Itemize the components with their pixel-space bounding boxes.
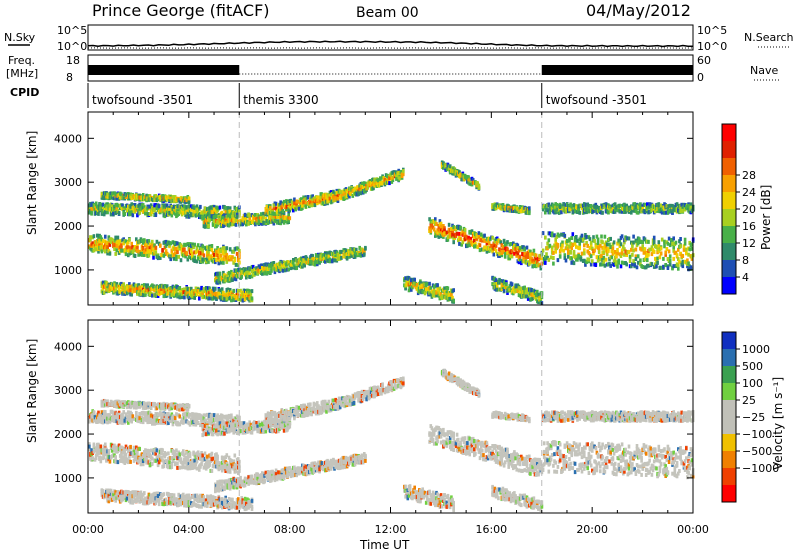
colorbar-swatch [722, 332, 736, 350]
y-tick-label: 3000 [54, 384, 82, 397]
y-tick-label: 2000 [54, 220, 82, 233]
colorbar-swatch [722, 468, 736, 486]
cpid-label: CPID [10, 86, 39, 99]
colorbar-swatch [722, 349, 736, 367]
colorbar-swatch [722, 124, 736, 142]
velocity-colorbar-label: Velocity [m s⁻¹] [771, 377, 785, 470]
y-tick-label: 3000 [54, 176, 82, 189]
colorbar-swatch [722, 451, 736, 469]
nsearch-tick-bottom: 10^0 [697, 40, 727, 53]
freq-block-1 [88, 65, 240, 75]
colorbar-swatch [722, 243, 736, 261]
x-tick-label: 00:00 [72, 523, 104, 536]
colorbar-tick-label: 12 [742, 237, 756, 250]
colorbar-swatch [722, 209, 736, 227]
colorbar-tick-label: −25 [742, 411, 765, 424]
x-tick-label: 04:00 [173, 523, 205, 536]
freq-label-1: Freq. [8, 54, 35, 67]
colorbar-swatch [722, 383, 736, 401]
colorbar-tick-label: −500 [742, 445, 772, 458]
power-echoes [88, 160, 695, 306]
power-ylabel: Slant Range [km] [25, 131, 39, 235]
cpid-segment-label: twofsound -3501 [92, 93, 193, 107]
x-axis-label: Time UT [359, 538, 410, 552]
velocity-panel: 1000 2000 3000 4000 Slant Range [km] 1000 50… [25, 319, 785, 552]
nsearch-label: N.Search [744, 31, 794, 44]
colorbar-swatch [722, 175, 736, 193]
y-tick-label: 4000 [54, 132, 82, 145]
freq-panel: Freq. [MHz] 18 8 60 0 Nave [6, 54, 780, 84]
colorbar-swatch [722, 485, 736, 503]
colorbar-swatch [722, 400, 736, 418]
nsky-label: N.Sky [4, 31, 36, 44]
colorbar-tick-label: 28 [742, 169, 756, 182]
y-tick-label: 1000 [54, 264, 82, 277]
colorbar-swatch [722, 158, 736, 176]
colorbar-swatch [722, 434, 736, 452]
freq-block-2 [541, 65, 693, 75]
colorbar-swatch [722, 192, 736, 210]
power-colorbar-label: Power [dB] [759, 185, 773, 250]
nsearch-tick-top: 10^5 [697, 24, 727, 37]
x-tick-label: 16:00 [475, 523, 507, 536]
x-tick-label: 08:00 [274, 523, 306, 536]
cpid-panel: CPID twofsound -3501 themis 3300 twofsound… [10, 83, 647, 108]
colorbar-tick-label: 20 [742, 203, 756, 216]
y-tick-label: 1000 [54, 472, 82, 485]
colorbar-tick-label: 100 [742, 377, 763, 390]
colorbar-swatch [722, 417, 736, 435]
nave-tick-bottom: 0 [697, 71, 704, 84]
power-panel: 1000 2000 3000 4000 Slant Range [km] 4 8 12 16… [25, 111, 773, 306]
y-tick-label: 4000 [54, 340, 82, 353]
nsky-tick-bottom: 10^0 [57, 40, 87, 53]
colorbar-tick-label: 4 [742, 271, 749, 284]
x-tick-label: 00:00 [677, 523, 709, 536]
colorbar-tick-label: 8 [742, 254, 749, 267]
colorbar-tick-label: −100 [742, 428, 772, 441]
station-title: Prince George (fitACF) [92, 1, 270, 20]
cpid-segment-label: themis 3300 [243, 93, 318, 107]
nsky-trace [87, 40, 693, 48]
freq-tick-top: 18 [66, 54, 80, 67]
colorbar-tick-label: 25 [742, 394, 756, 407]
y-tick-label: 2000 [54, 428, 82, 441]
date-title: 04/May/2012 [586, 1, 691, 20]
colorbar-swatch [722, 277, 736, 295]
nave-tick-top: 60 [697, 54, 711, 67]
freq-tick-bottom: 8 [66, 71, 73, 84]
nave-label: Nave [750, 64, 778, 77]
beam-title: Beam 00 [356, 5, 419, 21]
velocity-echoes [88, 368, 695, 513]
velocity-ylabel: Slant Range [km] [25, 339, 39, 443]
colorbar-tick-label: −1000 [742, 462, 779, 475]
colorbar-swatch [722, 260, 736, 278]
nsky-tick-top: 10^5 [57, 24, 87, 37]
colorbar-tick-label: 24 [742, 186, 756, 199]
colorbar-tick-label: 1000 [742, 343, 770, 356]
colorbar-swatch [722, 226, 736, 244]
x-tick-label: 20:00 [576, 523, 608, 536]
colorbar-swatch [722, 366, 736, 384]
x-tick-label: 12:00 [375, 523, 407, 536]
colorbar-swatch [722, 141, 736, 159]
colorbar-tick-label: 16 [742, 220, 756, 233]
nsky-panel: N.Sky 10^5 10^0 10^5 10^0 N.Search [4, 24, 794, 53]
colorbar-tick-label: 500 [742, 360, 763, 373]
cpid-segment-label: twofsound -3501 [546, 93, 647, 107]
freq-label-2: [MHz] [6, 67, 38, 80]
